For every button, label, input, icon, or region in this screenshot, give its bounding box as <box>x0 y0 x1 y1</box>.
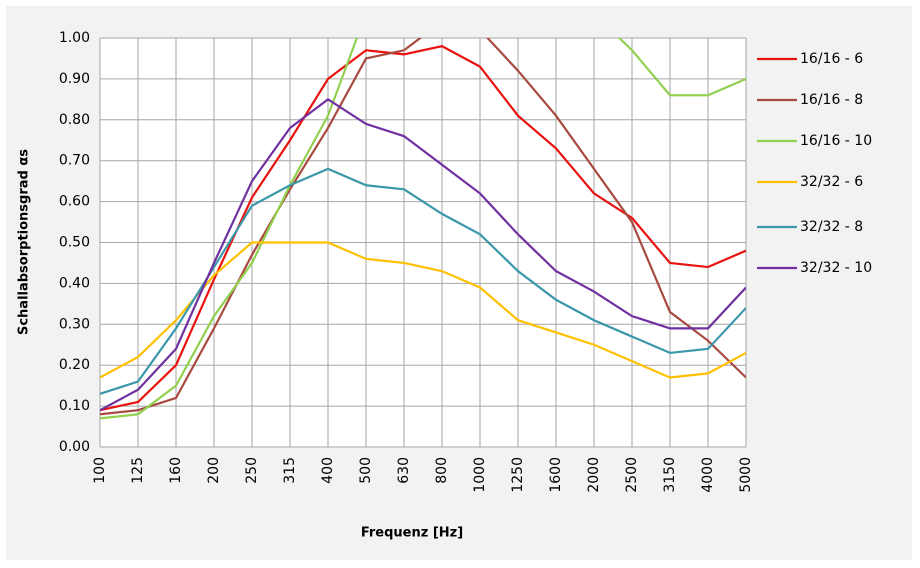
legend-label: 16/16 - 6 <box>800 51 863 67</box>
x-tick-label: 630 <box>396 457 412 484</box>
x-tick-label: 500 <box>358 457 374 484</box>
y-tick-label: 0.70 <box>59 153 90 169</box>
y-tick-label: 0.80 <box>59 112 90 128</box>
x-axis-label: Frequenz [Hz] <box>361 526 463 541</box>
y-tick-label: 0.40 <box>59 275 90 291</box>
x-tick-label: 250 <box>244 457 260 484</box>
series-line <box>100 98 746 412</box>
y-axis-label: Schallabsorptionsgrad αs <box>17 149 32 335</box>
series-line <box>100 241 746 379</box>
series-line <box>100 38 746 416</box>
legend-label: 32/32 - 8 <box>800 219 863 235</box>
y-tick-label: 0.90 <box>59 71 90 87</box>
x-tick-label: 5000 <box>738 457 754 493</box>
x-tick-label: 125 <box>130 457 146 484</box>
x-tick-label: 160 <box>168 457 184 484</box>
x-tick-label: 3150 <box>662 457 678 493</box>
y-tick-label: 0.60 <box>59 194 90 210</box>
y-tick-label: 0.30 <box>59 316 90 332</box>
y-tick-label: 0.00 <box>59 439 90 455</box>
series-line <box>100 45 746 412</box>
legend-label: 32/32 - 10 <box>800 260 872 276</box>
y-tick-label: 1.00 <box>59 30 90 46</box>
x-tick-label: 1000 <box>472 457 488 493</box>
x-tick-label: 1250 <box>510 457 526 493</box>
legend-label: 32/32 - 6 <box>800 174 863 190</box>
x-tick-label: 100 <box>92 457 108 484</box>
legend-label: 16/16 - 8 <box>800 92 863 108</box>
x-tick-label: 800 <box>434 457 450 484</box>
y-tick-label: 0.10 <box>59 398 90 414</box>
x-tick-label: 315 <box>282 457 298 484</box>
x-tick-label: 2500 <box>624 457 640 493</box>
y-tick-label: 0.20 <box>59 357 90 373</box>
x-tick-label: 4000 <box>700 457 716 493</box>
y-tick-label: 0.50 <box>59 235 90 251</box>
x-tick-label: 200 <box>206 457 222 484</box>
x-tick-label: 400 <box>320 457 336 484</box>
legend-label: 16/16 - 10 <box>800 133 872 149</box>
series-line <box>100 38 746 420</box>
x-tick-label: 1600 <box>548 457 564 493</box>
x-tick-label: 2000 <box>586 457 602 493</box>
